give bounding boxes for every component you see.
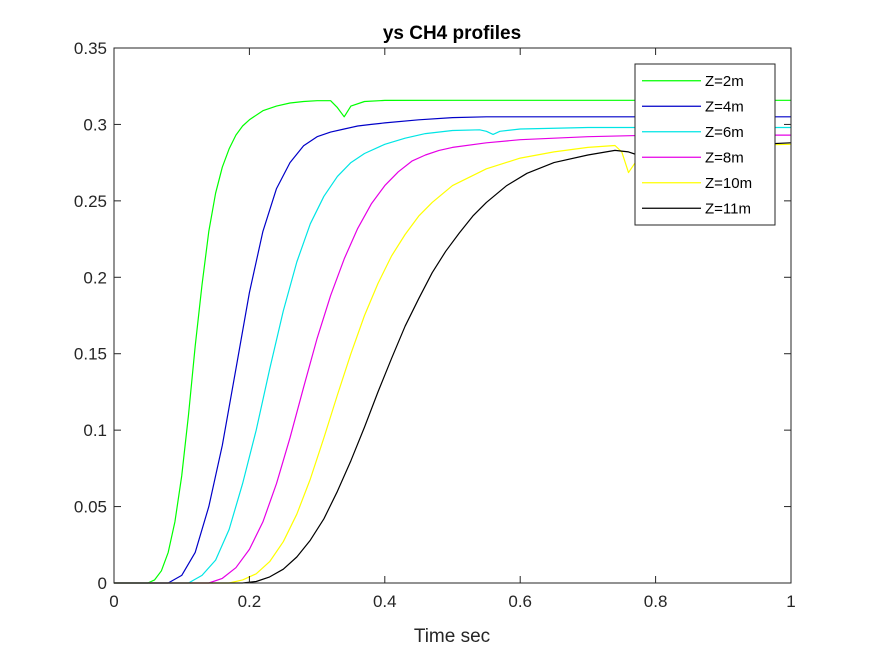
legend-box <box>634 63 776 226</box>
legend-entry-label: Z=8m <box>705 149 744 166</box>
legend: Z=2m Z=4m Z=6m Z=8m Z=10m Z=11m <box>634 63 776 226</box>
legend-entry-label: Z=11m <box>705 200 751 217</box>
chart-title: ys CH4 profiles <box>383 23 521 44</box>
legend-entry-label: Z=2m <box>705 73 744 90</box>
series-line-6 <box>114 142 792 584</box>
legend-entry-label: Z=4m <box>705 98 744 115</box>
x-tick-label: 1 <box>786 592 795 611</box>
x-tick-label: 0.6 <box>508 592 532 611</box>
legend-entry-label: Z=10m <box>705 175 752 192</box>
x-tick-label: 0 <box>109 592 118 611</box>
y-tick-label: 0.05 <box>74 498 107 517</box>
series-line-4 <box>114 134 791 584</box>
series-line-1 <box>114 99 791 584</box>
y-tick-label: 0 <box>98 574 107 593</box>
x-tick-label: 0.4 <box>373 592 397 611</box>
series-line-3 <box>114 126 791 584</box>
series-line-2 <box>114 116 791 584</box>
axes-layer: 0 0.2 0.4 0.6 0.8 1 0 0.05 0.1 0.15 0.2 0.25 0.3 0.35 <box>74 39 796 611</box>
y-tick-label: 0.2 <box>83 268 107 287</box>
series-line-5 <box>114 143 792 584</box>
x-tick-label: 0.8 <box>644 592 668 611</box>
y-tick-label: 0.25 <box>74 192 107 211</box>
y-tick-label: 0.1 <box>83 421 107 440</box>
x-tick-label: 0.2 <box>238 592 262 611</box>
series-layer <box>114 99 792 584</box>
axes-box <box>113 47 792 584</box>
y-tick-label: 0.3 <box>83 115 107 134</box>
legend-entry-label: Z=6m <box>705 124 744 141</box>
x-axis-label: Time sec <box>414 626 490 647</box>
y-tick-label: 0.35 <box>74 39 107 58</box>
y-tick-label: 0.15 <box>74 345 107 364</box>
